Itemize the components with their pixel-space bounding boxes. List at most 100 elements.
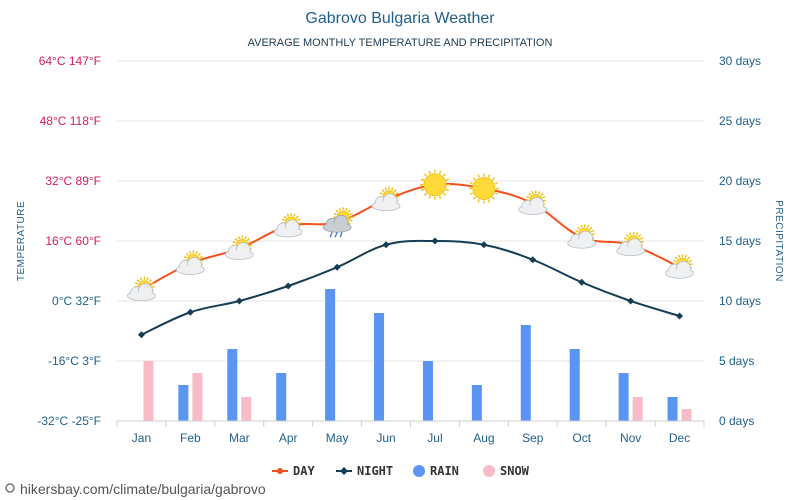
- chart-title: Gabrovo Bulgaria Weather: [305, 10, 495, 27]
- sun-ray: [244, 235, 247, 240]
- sun-ray: [540, 192, 544, 197]
- night-temperature-line: [141, 239, 680, 336]
- night-point: [578, 278, 586, 286]
- sun-ray: [442, 192, 447, 196]
- sun-ray: [491, 177, 496, 181]
- sun-ray: [281, 218, 286, 222]
- sun-ray: [232, 240, 237, 244]
- legend-label: DAY: [293, 464, 315, 478]
- x-tick-label: Jun: [376, 431, 395, 445]
- sun-ray: [248, 240, 252, 244]
- rain-bar: [667, 397, 678, 421]
- sun-ray: [577, 226, 581, 230]
- y-tick-label-right: 30 days: [719, 54, 761, 68]
- sun-ray: [391, 187, 394, 191]
- y-axis-label-right: PRECIPITATION: [773, 200, 784, 282]
- sun-ray: [638, 234, 642, 238]
- sun-ray: [420, 188, 425, 192]
- sun-ray: [347, 209, 351, 213]
- partly-cloudy-icon: [567, 224, 597, 249]
- left-axis-ticks: 64°C 147°F 48°C 118°F 32°C 89°F 16°C 60°F 0°…: [37, 54, 101, 428]
- partly-cloudy-icon: [616, 231, 646, 257]
- snow-bar: [681, 409, 692, 421]
- night-point: [137, 331, 145, 339]
- cloud-part: [324, 223, 351, 232]
- cloud-part: [568, 239, 595, 248]
- sun-ray: [345, 207, 348, 212]
- sun-ray: [678, 254, 681, 259]
- sun-ray: [575, 229, 579, 233]
- sun-ray: [134, 282, 139, 285]
- rain-bar: [569, 349, 580, 421]
- x-axis: Jan Feb Mar Apr May Jun Jul Aug Sep Oct Nov Dec: [116, 420, 705, 445]
- sun-ray: [384, 187, 388, 191]
- rain-bar: [178, 385, 189, 421]
- sun-ray: [335, 209, 339, 213]
- y-tick-label-left: -16°C 3°F: [48, 354, 101, 368]
- y-tick-label-left: 0°C 32°F: [52, 294, 101, 308]
- legend: DAY NIGHT RAIN SNOW: [272, 464, 530, 478]
- y-tick-label-left: 64°C 147°F: [39, 54, 101, 68]
- sun-ray: [197, 252, 201, 257]
- rain-shower-icon: [322, 207, 354, 238]
- legend-rain-icon: [413, 465, 425, 477]
- y-tick-label-left: 48°C 118°F: [40, 114, 101, 128]
- night-point: [480, 241, 488, 249]
- sun-ray: [531, 190, 534, 195]
- sun-ray: [684, 254, 688, 259]
- y-tick-label-left: 16°C 60°F: [45, 234, 101, 248]
- x-tick-label: Mar: [229, 431, 250, 445]
- sun-ray: [541, 195, 546, 199]
- sun-ray: [146, 277, 149, 281]
- sun-ray: [234, 237, 238, 242]
- night-point: [333, 263, 341, 271]
- legend-item-snow: SNOW: [483, 464, 530, 478]
- sun-ray: [379, 192, 383, 195]
- sun-ray: [477, 174, 480, 178]
- weather-icons: [127, 169, 694, 302]
- partly-cloudy-icon: [273, 213, 303, 238]
- y-tick-label-right: 5 days: [719, 354, 754, 368]
- legend-item-rain: RAIN: [413, 464, 459, 478]
- night-point: [382, 241, 390, 249]
- legend-label: SNOW: [500, 464, 530, 478]
- night-point: [627, 297, 635, 305]
- legend-item-night: NIGHT: [336, 464, 393, 478]
- sun-ray: [438, 170, 442, 174]
- partly-cloudy-icon: [518, 190, 548, 215]
- sun-ray: [199, 255, 203, 259]
- rain-bar: [471, 385, 482, 421]
- x-tick-label: Apr: [279, 431, 298, 445]
- sun-ray: [423, 192, 428, 196]
- x-tick-label: Dec: [669, 431, 690, 445]
- cloud-part: [519, 205, 546, 214]
- sun-ray: [295, 215, 299, 219]
- rain-bar: [422, 361, 433, 421]
- sun-disc: [472, 177, 496, 200]
- sun-ray: [237, 235, 241, 240]
- y-tick-label-right: 0 days: [719, 414, 754, 428]
- sun-ray: [185, 252, 189, 257]
- sun-icon: [419, 169, 450, 200]
- rain-bar: [374, 313, 385, 421]
- source-link[interactable]: hikersbay.com/climate/bulgaria/gabrovo: [20, 481, 266, 497]
- cloud-part: [275, 228, 302, 236]
- sun-ray: [537, 190, 541, 195]
- sun-ray: [686, 256, 691, 260]
- rain-bar: [325, 289, 336, 421]
- x-tick-label: Aug: [473, 431, 494, 445]
- sun-ray: [472, 196, 476, 200]
- rain-bar: [520, 325, 531, 421]
- cloud-part: [373, 201, 400, 210]
- partly-cloudy-icon: [127, 276, 156, 302]
- sun-ray: [428, 195, 432, 199]
- sun-ray: [586, 224, 590, 229]
- raindrop: [329, 232, 333, 238]
- sun-ray: [526, 195, 530, 199]
- y-tick-label-right: 15 days: [719, 234, 761, 248]
- legend-label: RAIN: [430, 464, 459, 478]
- snow-bar: [632, 397, 643, 421]
- x-tick-label: Jan: [132, 431, 151, 445]
- sun-ray: [629, 232, 632, 236]
- sun-ray: [148, 279, 153, 283]
